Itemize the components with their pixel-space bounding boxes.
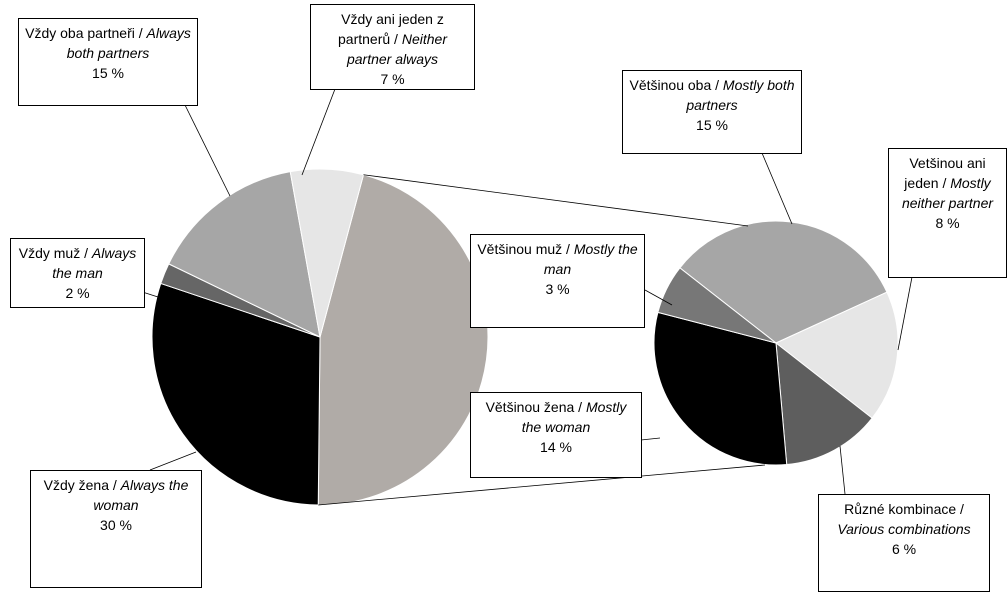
- value-label: 30 %: [100, 517, 132, 533]
- pie-slice: [317, 174, 489, 506]
- label-cz: Vždy ani jeden z partnerů /: [338, 11, 444, 47]
- data-label: Vždy žena / Always the woman 30 %: [30, 470, 202, 588]
- label-cz: Většinou oba /: [629, 77, 720, 93]
- pie-slice: [289, 168, 365, 338]
- label-en: Mostly the woman: [521, 399, 627, 435]
- data-label: Vždy muž / Always the man 2 %: [10, 238, 145, 308]
- value-label: 7 %: [380, 71, 405, 87]
- label-cz: Většinou muž /: [477, 241, 570, 257]
- data-label: Vetšinou ani jeden / Mostly neither part…: [888, 148, 1007, 278]
- pie-slice: [151, 282, 321, 506]
- label-en: Mostly the man: [543, 241, 638, 277]
- value-label: 15 %: [696, 117, 728, 133]
- value-label: 2 %: [65, 285, 90, 301]
- label-en: Various combinations: [837, 521, 971, 537]
- leader-line: [149, 451, 197, 471]
- data-label: Většinou oba / Mostly both partners 15 %: [622, 70, 802, 154]
- label-en: Neither partner always: [346, 31, 447, 67]
- pie-slice: [679, 220, 888, 344]
- value-label: 8 %: [935, 215, 960, 231]
- leader-line: [644, 289, 673, 306]
- leader-line: [640, 437, 661, 441]
- pie-slice: [775, 291, 899, 419]
- leader-line: [839, 445, 846, 495]
- leader-line: [301, 88, 336, 176]
- pie-slice: [657, 267, 777, 344]
- connector: [363, 174, 749, 227]
- data-label: Vždy oba partneři / Always both partners…: [18, 18, 198, 106]
- value-label: 3 %: [545, 281, 570, 297]
- label-en: Mostly neither partner: [901, 175, 994, 211]
- data-label: Různé kombinace / Various combinations 6 …: [818, 494, 990, 592]
- value-label: 14 %: [540, 439, 572, 455]
- value-label: 6 %: [891, 541, 917, 557]
- data-label: Vždy ani jeden z partnerů / Neither part…: [310, 4, 475, 90]
- connector: [318, 464, 766, 506]
- label-en: Always both partners: [66, 25, 191, 61]
- pie-slice: [775, 341, 873, 466]
- label-cz: Vždy žena /: [43, 477, 117, 493]
- leader-line: [761, 152, 793, 225]
- pie-slice: [653, 311, 788, 466]
- leader-line: [184, 104, 231, 197]
- label-cz: Různé kombinace /: [844, 501, 964, 517]
- label-en: Always the man: [52, 245, 137, 281]
- data-label: Většinou muž / Mostly the man 3 %: [470, 234, 645, 328]
- value-label: 15 %: [92, 65, 124, 81]
- label-cz: Většinou žena /: [485, 399, 583, 415]
- label-en: Always the woman: [93, 477, 189, 513]
- label-cz: Vždy muž /: [18, 245, 88, 261]
- data-label: Většinou žena / Mostly the woman 14 %: [470, 392, 642, 478]
- pie-slice: [168, 171, 321, 338]
- leader-line: [897, 276, 913, 351]
- label-cz: Vždy oba partneři /: [25, 25, 143, 41]
- label-cz: Vetšinou ani jeden /: [904, 155, 986, 191]
- label-en: Mostly both partners: [686, 77, 795, 113]
